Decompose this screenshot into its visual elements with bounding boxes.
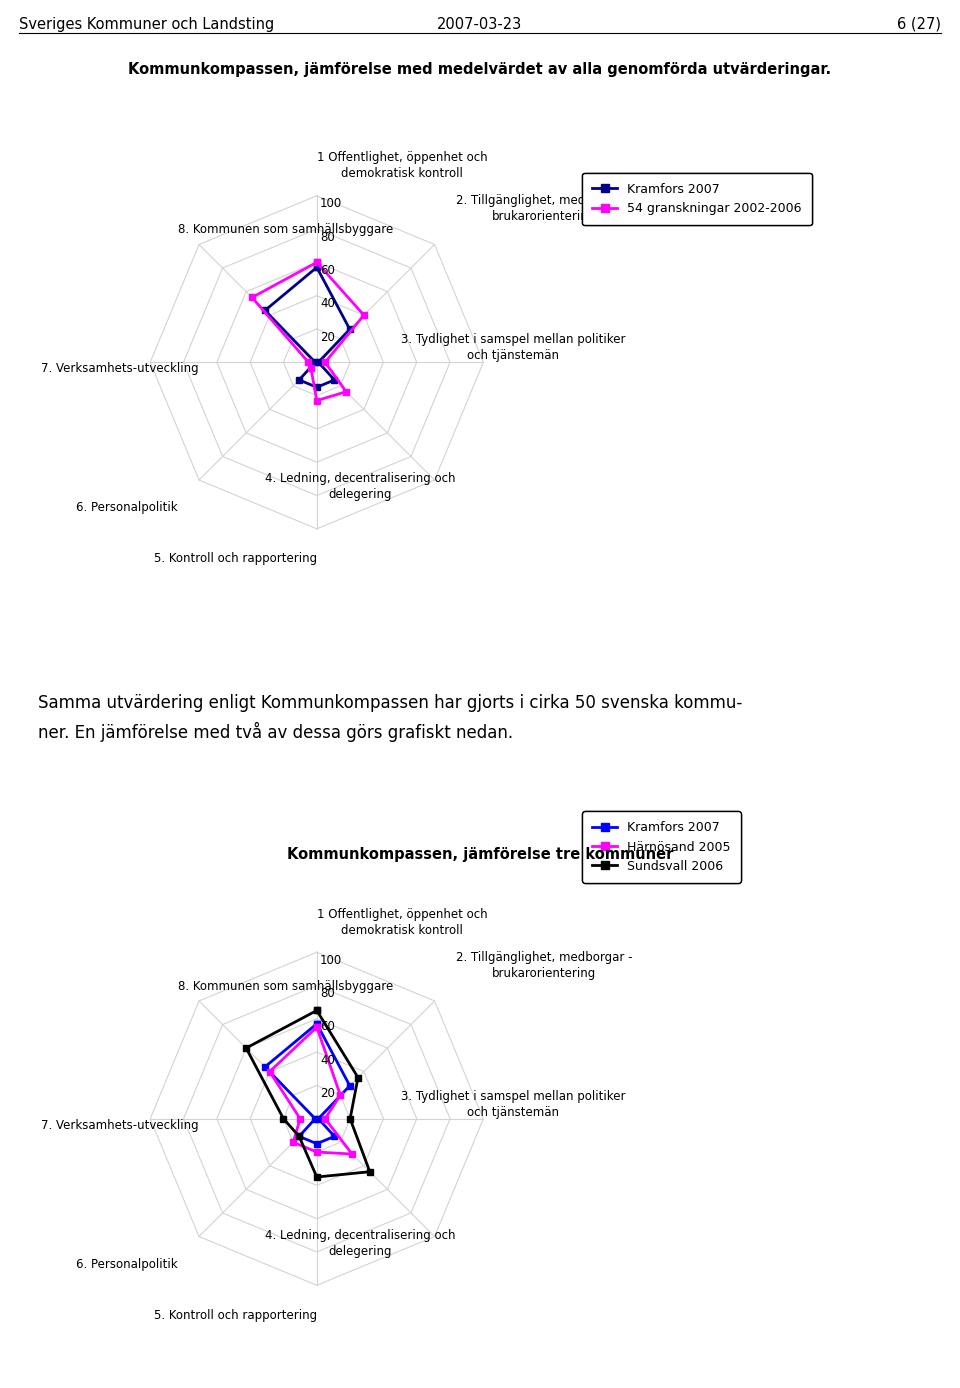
Text: 1 Offentlighet, öppenhet och
demokratisk kontroll: 1 Offentlighet, öppenhet och demokratisk… (317, 151, 488, 180)
Text: 20: 20 (320, 1087, 335, 1101)
Text: 6 (27): 6 (27) (897, 17, 941, 32)
Text: 60: 60 (320, 264, 335, 278)
Text: 40: 40 (320, 297, 335, 311)
Text: 5. Kontroll och rapportering: 5. Kontroll och rapportering (154, 552, 317, 565)
Text: Kommunkompassen, jämförelse tre kommuner: Kommunkompassen, jämförelse tre kommuner (287, 847, 673, 862)
Text: 80: 80 (320, 987, 335, 1001)
Text: 20: 20 (320, 330, 335, 344)
Text: 4. Ledning, decentralisering och
delegering: 4. Ledning, decentralisering och deleger… (265, 1228, 456, 1258)
Text: 1 Offentlighet, öppenhet och
demokratisk kontroll: 1 Offentlighet, öppenhet och demokratisk… (317, 908, 488, 937)
Text: 60: 60 (320, 1020, 335, 1034)
Text: 6. Personalpolitik: 6. Personalpolitik (76, 501, 178, 514)
Text: 80: 80 (320, 230, 335, 244)
Text: 3. Tydlighet i samspel mellan politiker
och tjänstemän: 3. Tydlighet i samspel mellan politiker … (401, 333, 626, 362)
Text: Samma utvärdering enligt Kommunkompassen har gjorts i cirka 50 svenska kommu-
ne: Samma utvärdering enligt Kommunkompassen… (38, 694, 743, 741)
Text: 2. Tillgänglighet, medborgar -
brukarorientering: 2. Tillgänglighet, medborgar - brukarori… (456, 951, 633, 980)
Text: 2007-03-23: 2007-03-23 (438, 17, 522, 32)
Legend: Kramfors 2007, 54 granskningar 2002-2006: Kramfors 2007, 54 granskningar 2002-2006 (583, 174, 812, 225)
Text: 5. Kontroll och rapportering: 5. Kontroll och rapportering (154, 1309, 317, 1321)
Text: 7. Verksamhets-utveckling: 7. Verksamhets-utveckling (41, 362, 199, 375)
Text: Kommunkompassen, jämförelse med medelvärdet av alla genomförda utvärderingar.: Kommunkompassen, jämförelse med medelvär… (129, 62, 831, 78)
Text: 100: 100 (320, 197, 343, 211)
Text: 2. Tillgänglighet, medborgar -
brukarorientering: 2. Tillgänglighet, medborgar - brukarori… (456, 194, 633, 223)
Text: 8. Kommunen som samhällsbyggare: 8. Kommunen som samhällsbyggare (178, 223, 393, 236)
Text: 100: 100 (320, 954, 343, 967)
Text: 3. Tydlighet i samspel mellan politiker
och tjänstemän: 3. Tydlighet i samspel mellan politiker … (401, 1090, 626, 1119)
Text: 4. Ledning, decentralisering och
delegering: 4. Ledning, decentralisering och deleger… (265, 472, 456, 501)
Text: 6. Personalpolitik: 6. Personalpolitik (76, 1258, 178, 1270)
Text: 7. Verksamhets-utveckling: 7. Verksamhets-utveckling (41, 1119, 199, 1131)
Text: 40: 40 (320, 1053, 335, 1067)
Legend: Kramfors 2007, Härnösand 2005, Sundsvall 2006: Kramfors 2007, Härnösand 2005, Sundsvall… (583, 812, 741, 883)
Text: 8. Kommunen som samhällsbyggare: 8. Kommunen som samhällsbyggare (178, 980, 393, 992)
Text: Sveriges Kommuner och Landsting: Sveriges Kommuner och Landsting (19, 17, 275, 32)
